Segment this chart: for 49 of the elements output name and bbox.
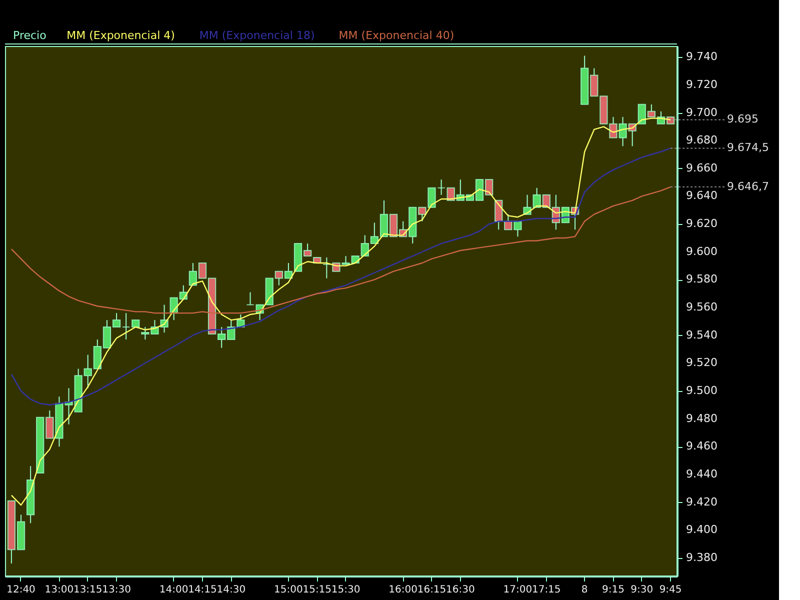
annotation: 9.674,5 (727, 141, 769, 154)
text: Precio (13, 29, 47, 42)
text: MM (Exponencial 18) (199, 29, 315, 42)
line-series (10, 148, 672, 406)
text: MM (Exponencial 40) (338, 29, 454, 42)
candlestick (122, 312, 130, 340)
y-tick-label: 9.680 (686, 134, 718, 147)
y-tick-label: 9.660 (686, 161, 718, 174)
x-tick-label: 13:15 (73, 584, 102, 596)
text: MM (Exponencial 4) (66, 29, 175, 42)
x-tick-label: 9:30 (630, 584, 654, 596)
x-tick-label: 16:00 (388, 584, 418, 596)
y-tick-label: 9.740 (686, 50, 718, 64)
y-tick-label: 9.620 (686, 217, 718, 230)
y-tick-label: 9.480 (686, 412, 718, 425)
x-tick-label: 12:40 (6, 584, 36, 596)
x-tick-label: 17:15 (532, 584, 561, 596)
y-tick-label: 9.520 (686, 356, 718, 370)
annotation: 9.695 (727, 112, 758, 126)
y-tick-label: 9.560 (686, 300, 718, 314)
y-tick-label: 9.460 (686, 440, 718, 453)
line-series (10, 186, 672, 314)
x-tick-label: 9:45 (659, 584, 682, 596)
x-tick-label: 8 (581, 584, 588, 596)
y-tick-label: 9.640 (686, 189, 718, 202)
x-tick-label: 16:30 (446, 584, 475, 596)
x-tick-label: 9:15 (602, 584, 624, 596)
x-tick-label: 14:15 (188, 584, 217, 596)
x-tick-label: 14:30 (216, 584, 246, 596)
y-tick-label: 9.700 (686, 106, 718, 119)
x-tick-label: 17:00 (503, 584, 532, 596)
y-tick-label: 9.400 (686, 523, 718, 536)
x-tick-label: 13:30 (102, 584, 131, 596)
x-tick-label: 15:15 (302, 584, 332, 596)
y-tick-label: 9.420 (686, 495, 718, 508)
candlestick (322, 256, 331, 279)
y-tick-label: 9.720 (686, 78, 718, 91)
x-tick-label: 16:15 (417, 584, 446, 596)
y-tick-label: 9.500 (686, 384, 718, 397)
x-tick-label: 14:00 (159, 584, 188, 596)
x-tick-label: 15:00 (274, 584, 303, 596)
x-tick-label: 15:30 (331, 584, 360, 596)
y-tick-label: 9.580 (686, 272, 718, 286)
y-tick-label: 9.380 (686, 550, 718, 564)
y-tick-label: 9.440 (686, 467, 718, 480)
annotation: 9.646,7 (727, 180, 769, 193)
y-tick-label: 9.540 (686, 328, 718, 342)
x-tick-label: 13:00 (44, 584, 74, 596)
y-tick-label: 9.600 (686, 244, 718, 258)
